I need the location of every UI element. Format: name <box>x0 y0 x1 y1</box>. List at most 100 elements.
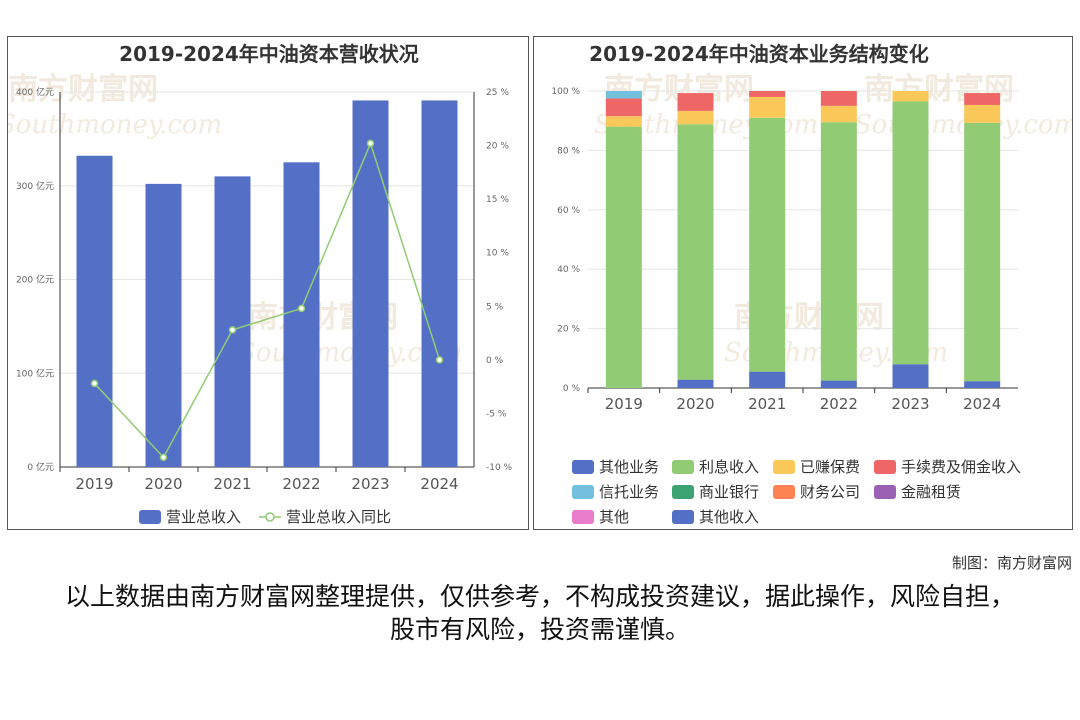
y-right-tick-label: 25 % <box>486 88 509 98</box>
y-right-tick-label: 5 % <box>486 302 504 312</box>
yoy-line <box>93 141 441 459</box>
x-tick-label: 2020 <box>144 475 182 493</box>
y-tick-label: 80 % <box>557 146 580 156</box>
x-tick-label: 2023 <box>351 475 389 493</box>
y-left-tick-label: 400 亿元 <box>16 86 54 98</box>
yoy-point <box>159 453 168 462</box>
legend-swatch <box>672 510 694 524</box>
legend-label: 信托业务 <box>599 483 659 501</box>
stack-segment-利息收入 <box>964 122 1001 382</box>
x-tick-label: 2020 <box>676 395 714 413</box>
stack-segment-已赚保费 <box>605 116 642 127</box>
legend-swatch-line-marker <box>265 512 275 522</box>
yoy-point <box>90 379 99 388</box>
y-right-tick-label: -10 % <box>486 463 513 473</box>
revenue-bar <box>283 162 320 467</box>
legend-swatch <box>773 485 795 499</box>
legend-label: 其他 <box>599 508 629 526</box>
stack-segment-其他业务 <box>892 364 929 388</box>
y-left-tick-label: 300 亿元 <box>16 180 54 192</box>
legend-swatch <box>874 485 896 499</box>
stack-segment-信托业务 <box>605 91 642 99</box>
stack-segment-手续费及佣金收入 <box>605 98 642 117</box>
stack-segment-利息收入 <box>749 117 786 372</box>
disclaimer-text: 以上数据由南方财富网整理提供，仅供参考，不构成投资建议，据此操作，风险自担，股市… <box>64 582 1015 644</box>
stack-segment-已赚保费 <box>964 104 1001 123</box>
x-tick-label: 2021 <box>748 395 786 413</box>
y-right-tick-label: 20 % <box>486 142 509 152</box>
legend-label: 利息收入 <box>699 458 759 476</box>
x-tick-label: 2024 <box>420 475 458 493</box>
stack-segment-手续费及佣金收入 <box>964 93 1001 105</box>
stack-segment-利息收入 <box>820 122 857 381</box>
stack-segment-手续费及佣金收入 <box>677 93 714 111</box>
stack-segment-利息收入 <box>892 101 929 365</box>
legend-label: 手续费及佣金收入 <box>901 458 1021 476</box>
x-tick-label: 2021 <box>213 475 251 493</box>
stack-segment-已赚保费 <box>677 110 714 125</box>
business-structure-chart-title: 2019-2024年中油资本业务结构变化 <box>589 42 929 66</box>
x-tick-label: 2019 <box>75 475 113 493</box>
legend-label: 金融租赁 <box>901 483 961 501</box>
x-tick-label: 2024 <box>963 395 1001 413</box>
legend-swatch <box>874 460 896 474</box>
legend-swatch <box>672 460 694 474</box>
stack-segment-手续费及佣金收入 <box>749 91 786 97</box>
legend-swatch <box>572 460 594 474</box>
x-tick-label: 2022 <box>282 475 320 493</box>
revenue-chart-title: 2019-2024年中油资本营收状况 <box>119 42 419 66</box>
legend-label: 已赚保费 <box>800 458 860 476</box>
y-tick-label: 40 % <box>557 265 580 275</box>
x-tick-label: 2023 <box>891 395 929 413</box>
revenue-bar <box>145 183 182 467</box>
y-left-tick-label: 0 亿元 <box>27 461 54 473</box>
x-tick-label: 2019 <box>605 395 643 413</box>
revenue-chart-panel: 南方财富网 Southmoney.com 南方财富网 Southmoney.com 2… <box>7 36 529 530</box>
legend-label: 其他收入 <box>699 508 759 526</box>
watermark-en: Southmoney.com <box>854 110 1073 140</box>
stack-segment-已赚保费 <box>820 105 857 123</box>
watermark-cn: 南方财富网 <box>8 72 158 107</box>
yoy-point <box>366 139 375 148</box>
yoy-point <box>297 304 306 313</box>
yoy-point <box>435 356 444 364</box>
y-tick-label: 0 % <box>563 384 581 394</box>
y-tick-label: 60 % <box>557 206 580 216</box>
stack-segment-已赚保费 <box>892 91 929 102</box>
stack-segment-利息收入 <box>677 124 714 380</box>
x-tick-label: 2022 <box>820 395 858 413</box>
legend-label: 营业总收入 <box>166 508 241 526</box>
revenue-bar <box>352 100 389 467</box>
business-structure-chart: 南方财富网Southmoney.com南方财富网Southmoney.com南方… <box>551 42 1073 526</box>
y-right-tick-label: 15 % <box>486 195 509 205</box>
legend-label: 其他业务 <box>599 458 659 476</box>
y-tick-label: 20 % <box>557 325 580 335</box>
y-left-tick-label: 200 亿元 <box>16 274 54 286</box>
revenue-bar <box>214 176 251 467</box>
legend-swatch <box>672 485 694 499</box>
legend-label: 营业总收入同比 <box>286 508 391 526</box>
yoy-point <box>228 326 237 334</box>
watermark-en: Southmoney.com <box>8 110 222 140</box>
legend-swatch <box>572 485 594 499</box>
stack-segment-已赚保费 <box>749 96 786 118</box>
stack-segment-其他业务 <box>964 381 1001 388</box>
legend-swatch <box>572 510 594 524</box>
y-right-tick-label: 0 % <box>486 356 504 366</box>
revenue-bar <box>76 155 113 467</box>
stack-segment-手续费及佣金收入 <box>820 91 857 106</box>
stack-segment-利息收入 <box>605 126 642 388</box>
y-left-tick-label: 100 亿元 <box>16 367 54 379</box>
stack-segment-其他业务 <box>820 380 857 388</box>
legend-swatch <box>773 460 795 474</box>
legend-label: 商业银行 <box>699 483 759 501</box>
stack-segment-其他业务 <box>749 371 786 388</box>
chart-credit: 制图：南方财富网 <box>951 554 1072 572</box>
y-right-tick-label: -5 % <box>486 409 507 419</box>
revenue-chart-legend: 营业总收入 营业总收入同比 <box>139 508 391 526</box>
y-right-tick-label: 10 % <box>486 249 509 259</box>
legend-label: 财务公司 <box>800 483 860 501</box>
legend-swatch-bar <box>139 510 161 524</box>
